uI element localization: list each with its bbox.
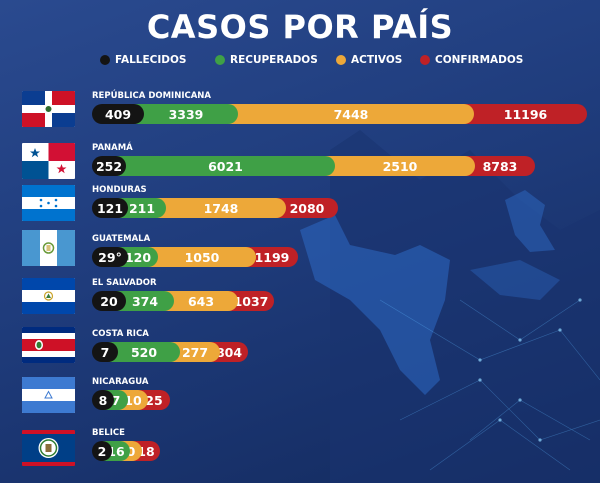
- segment-fallecidos: 2: [92, 441, 112, 461]
- country-row-republica-dominicana: REPÚBLICA DOMINICANA 409 3339 7448 11196: [0, 91, 600, 141]
- value-label: 1199: [254, 249, 290, 265]
- value-label: 1050: [184, 249, 220, 265]
- value-label: 11196: [503, 106, 548, 122]
- value-label: 804: [215, 344, 243, 360]
- legend-swatch: [420, 55, 430, 65]
- segment-activos: 643: [164, 291, 238, 311]
- legend-item-confirmados: CONFIRMADOS: [420, 54, 523, 66]
- segment-fallecidos: 121: [92, 198, 128, 218]
- el-salvador-flag-icon: [22, 278, 75, 314]
- segment-recuperados: 520: [108, 342, 180, 362]
- value-label: 25: [145, 392, 163, 408]
- segment-recuperados: 120: [118, 247, 158, 267]
- value-label: 252: [95, 158, 123, 174]
- belize-flag-icon: [22, 430, 75, 466]
- country-label: PANAMÁ: [92, 143, 133, 153]
- nicaragua-flag-icon: [22, 377, 75, 413]
- segment-fallecidos: 409: [92, 104, 144, 124]
- legend: FALLECIDOS RECUPERADOS ACTIVOS CONFIRMAD…: [0, 54, 600, 70]
- segment-activos: 7448: [228, 104, 474, 124]
- legend-label: CONFIRMADOS: [435, 54, 524, 66]
- country-row-nicaragua: NICARAGUA 8 7 10 25: [0, 377, 600, 427]
- value-label: 16: [107, 443, 125, 459]
- legend-label: FALLECIDOS: [115, 54, 187, 66]
- value-label: 7: [100, 344, 110, 360]
- value-label: 277: [181, 344, 209, 360]
- value-label: 121: [96, 200, 124, 216]
- segment-recuperados: 211: [118, 198, 166, 218]
- value-label: 2: [97, 443, 107, 459]
- country-label: COSTA RICA: [92, 329, 149, 339]
- country-row-costa-rica: COSTA RICA 7 520 277 804: [0, 327, 600, 379]
- costa-rica-flag-icon: [22, 327, 75, 363]
- country-label: NICARAGUA: [92, 377, 149, 387]
- value-label: 1037: [233, 293, 269, 309]
- segment-confirmados: 1037: [228, 291, 274, 311]
- value-label: 6021: [208, 158, 243, 174]
- segment-confirmados: 8783: [465, 156, 535, 176]
- segment-fallecidos: 20: [92, 291, 126, 311]
- value-label: 0: [126, 443, 136, 459]
- value-label: 7448: [333, 106, 369, 122]
- segment-confirmados: 804: [210, 342, 248, 362]
- country-label: GUATEMALA: [92, 234, 151, 244]
- segment-recuperados: 6021: [116, 156, 335, 176]
- segment-fallecidos: 252: [92, 156, 126, 176]
- value-label: 211: [128, 200, 156, 216]
- value-label: 120: [124, 249, 152, 265]
- segment-fallecidos: 7: [92, 342, 118, 362]
- legend-swatch: [215, 55, 225, 65]
- country-row-panama: PANAMÁ 252 6021 2510 8783: [0, 143, 600, 193]
- value-label: 3339: [168, 106, 204, 122]
- legend-item-recuperados: RECUPERADOS: [215, 54, 318, 66]
- value-label: 8783: [482, 158, 518, 174]
- value-label: 20: [100, 293, 118, 309]
- value-label: 2080: [289, 200, 325, 216]
- value-label: 29°: [98, 249, 122, 265]
- segment-activos: 1050: [148, 247, 256, 267]
- value-label: 409: [104, 106, 132, 122]
- segment-confirmados: 2080: [276, 198, 338, 218]
- segment-activos: 277: [170, 342, 220, 362]
- segment-recuperados: 374: [116, 291, 174, 311]
- country-label: BELICE: [92, 428, 125, 438]
- segment-confirmados: 1199: [246, 247, 298, 267]
- honduras-flag-icon: [22, 185, 75, 221]
- segment-activos: 2510: [325, 156, 475, 176]
- country-row-belice: BELICE 2 16 0 18: [0, 428, 600, 478]
- country-label: HONDURAS: [92, 185, 147, 195]
- value-label: 18: [137, 443, 155, 459]
- value-label: 7: [111, 392, 121, 408]
- legend-swatch: [336, 55, 346, 65]
- country-label: REPÚBLICA DOMINICANA: [92, 91, 212, 101]
- legend-label: RECUPERADOS: [230, 54, 318, 66]
- segment-fallecidos: 29°: [92, 247, 128, 267]
- value-label: 10: [124, 392, 142, 408]
- country-label: EL SALVADOR: [92, 278, 157, 288]
- panama-flag-icon: [22, 143, 75, 179]
- dominican-republic-flag-icon: [22, 91, 75, 127]
- legend-swatch: [100, 55, 110, 65]
- value-label: 374: [131, 293, 159, 309]
- value-label: 2510: [382, 158, 418, 174]
- segment-activos: 1748: [156, 198, 286, 218]
- country-row-el-salvador: EL SALVADOR 20 374 643 1037: [0, 278, 600, 328]
- chart-title: CASOS POR PAÍS: [146, 8, 454, 46]
- guatemala-flag-icon: [22, 230, 75, 266]
- segment-fallecidos: 8: [92, 390, 114, 410]
- value-label: 1748: [203, 200, 239, 216]
- country-row-honduras: HONDURAS 121 211 1748 2080: [0, 185, 600, 235]
- segment-recuperados: 3339: [134, 104, 238, 124]
- value-label: 8: [98, 392, 108, 408]
- value-label: 643: [187, 293, 215, 309]
- legend-item-activos: ACTIVOS: [336, 54, 402, 66]
- country-row-guatemala: GUATEMALA 29° 120 1050 1199: [0, 230, 600, 284]
- legend-item-fallecidos: FALLECIDOS: [100, 54, 186, 66]
- segment-confirmados: 11196: [464, 104, 587, 124]
- value-label: 520: [130, 344, 158, 360]
- legend-label: ACTIVOS: [351, 54, 403, 66]
